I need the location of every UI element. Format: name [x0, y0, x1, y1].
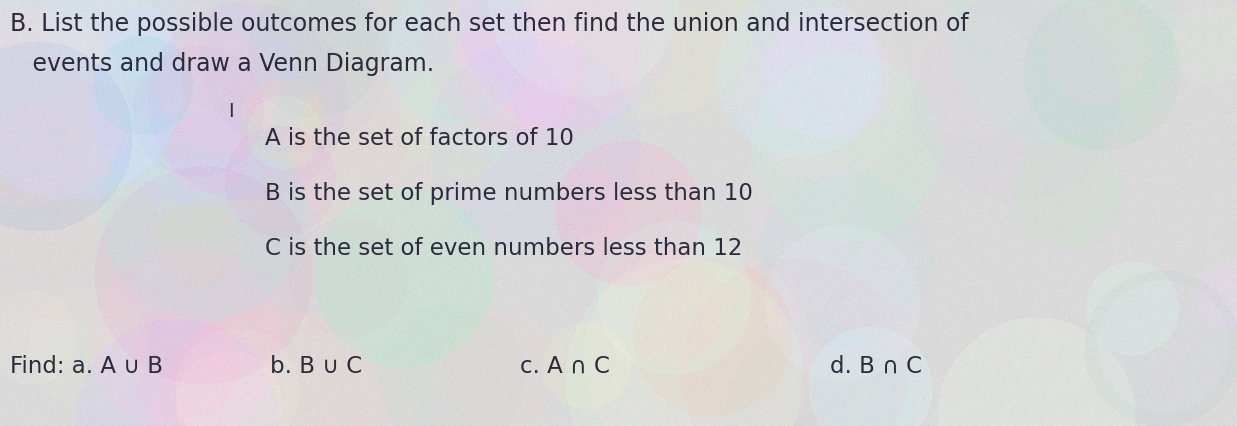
Text: B. List the possible outcomes for each set then find the union and intersection : B. List the possible outcomes for each s… [10, 12, 969, 36]
Text: d. B ∩ C: d. B ∩ C [830, 354, 922, 377]
Text: B is the set of prime numbers less than 10: B is the set of prime numbers less than … [265, 181, 753, 204]
Text: Find: a. A ∪ B: Find: a. A ∪ B [10, 354, 163, 377]
Text: I: I [228, 102, 234, 121]
Text: A is the set of factors of 10: A is the set of factors of 10 [265, 127, 574, 150]
Text: c. A ∩ C: c. A ∩ C [520, 354, 610, 377]
Text: events and draw a Venn Diagram.: events and draw a Venn Diagram. [10, 52, 434, 76]
Text: b. B ∪ C: b. B ∪ C [270, 354, 362, 377]
Text: C is the set of even numbers less than 12: C is the set of even numbers less than 1… [265, 236, 742, 259]
